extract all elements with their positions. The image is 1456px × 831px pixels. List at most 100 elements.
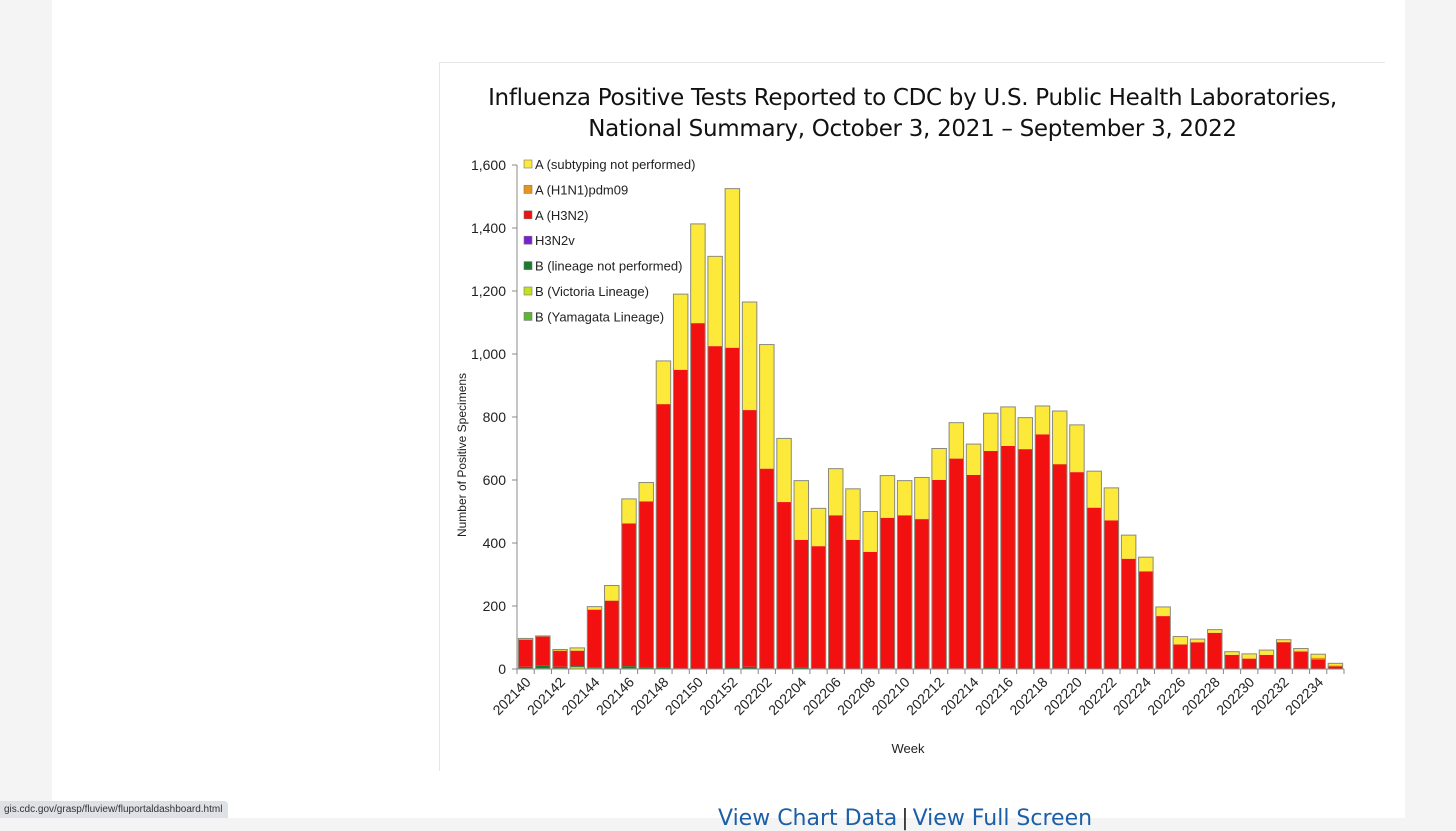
bar-segment-a-subtyping-not-performed — [656, 360, 671, 404]
bar-segment-a-h3n2 — [725, 347, 740, 669]
bar-segment-a-h1n1-pdm09 — [1173, 644, 1188, 645]
bar-segment-a-h3n2 — [1155, 616, 1171, 669]
bar-segment-a-subtyping-not-performed — [759, 344, 775, 469]
link-separator: | — [901, 806, 909, 831]
bar-segment-b-lineage-not-performed — [638, 667, 654, 669]
legend-label: A (H3N2) — [535, 208, 588, 223]
bar-segment-a-subtyping-not-performed — [1310, 654, 1326, 658]
view-full-screen-link[interactable]: View Full Screen — [912, 806, 1093, 831]
bar-segment-a-subtyping-not-performed — [1155, 606, 1171, 617]
bar-segment-a-h3n2 — [707, 346, 723, 669]
bar-segment-b-lineage-not-performed — [604, 668, 619, 669]
bar-segment-a-h3n2 — [759, 468, 775, 669]
bar-segment-a-h1n1-pdm09 — [1052, 463, 1067, 465]
bar-segment-b-lineage-not-performed — [570, 666, 585, 668]
chart-title-line-2: National Summary, October 3, 2021 – Sept… — [588, 116, 1237, 142]
bar-segment-a-h1n1-pdm09 — [914, 518, 930, 520]
bar-segment-a-h3n2 — [1104, 520, 1119, 669]
y-tick-label: 1,600 — [471, 157, 506, 173]
view-chart-data-link[interactable]: View Chart Data — [718, 806, 898, 831]
legend-label: H3N2v — [535, 233, 575, 248]
bar-segment-a-h3n2 — [1000, 445, 1016, 669]
bar-segment-a-subtyping-not-performed — [1276, 639, 1291, 642]
y-tick-label: 800 — [483, 409, 507, 425]
bar-segment-b-lineage-not-performed — [656, 667, 671, 669]
legend-swatch — [523, 159, 533, 169]
bar-segment-a-h3n2 — [1018, 449, 1033, 669]
bar-segment-a-h3n2 — [897, 515, 912, 669]
bar-segment-a-h3n2 — [1173, 644, 1188, 669]
bar-segment-a-h1n1-pdm09 — [656, 403, 671, 405]
bar-segment-a-subtyping-not-performed — [862, 511, 878, 552]
bar-segment-a-h3n2 — [1069, 472, 1085, 669]
legend-swatch — [523, 185, 533, 194]
bar-segment-a-subtyping-not-performed — [1052, 411, 1067, 464]
chart-title: Influenza Positive Tests Reported to CDC… — [440, 83, 1385, 145]
bar-segment-a-subtyping-not-performed — [1035, 405, 1050, 435]
bar-segment-a-subtyping-not-performed — [828, 468, 843, 516]
y-axis-label: Number of Positive Specimens — [455, 373, 469, 537]
bar-segment-a-subtyping-not-performed — [983, 413, 999, 452]
bar-segment-a-h3n2 — [966, 474, 981, 669]
bar-segment-a-h3n2 — [1328, 666, 1343, 669]
page-content: Influenza Positive Tests Reported to CDC… — [52, 0, 1405, 818]
bar-segment-a-h3n2 — [862, 551, 878, 669]
bar-segment-b-lineage-not-performed — [535, 665, 551, 669]
bar-segment-a-h3n2 — [1276, 642, 1291, 669]
bar-segment-a-h3n2 — [794, 539, 809, 668]
bar-segment-a-subtyping-not-performed — [1104, 487, 1119, 521]
bar-segment-a-h3n2 — [880, 517, 895, 669]
bar-segment-b-lineage-not-performed — [621, 666, 637, 669]
bar-segment-a-subtyping-not-performed — [725, 188, 740, 348]
bar-segment-a-h3n2 — [776, 502, 792, 669]
bar-segment-a-subtyping-not-performed — [1259, 650, 1274, 655]
bar-segment-a-subtyping-not-performed — [1138, 557, 1154, 572]
bar-segment-a-subtyping-not-performed — [776, 438, 792, 503]
bar-segment-b-lineage-not-performed — [587, 667, 602, 669]
bar-segment-a-h3n2 — [638, 501, 654, 668]
bar-segment-a-h3n2 — [931, 480, 947, 669]
bar-segment-a-subtyping-not-performed — [845, 488, 861, 540]
bar-segment-a-h3n2 — [811, 546, 826, 669]
legend-label: A (H1N1)pdm09 — [535, 182, 628, 197]
legend-swatch — [523, 235, 533, 245]
bar-segment-a-h3n2 — [535, 636, 551, 666]
y-tick-label: 1,000 — [471, 346, 506, 362]
bar-segment-a-subtyping-not-performed — [1224, 651, 1240, 655]
y-tick-label: 400 — [483, 535, 507, 551]
bar-segment-a-h3n2 — [1121, 558, 1136, 669]
bar-segment-a-subtyping-not-performed — [673, 294, 688, 370]
bar-segment-a-h3n2 — [518, 639, 533, 667]
legend-swatch — [523, 312, 533, 321]
x-axis-label: Week — [892, 741, 925, 756]
bar-segment-a-h3n2 — [1190, 642, 1205, 669]
bar-segment-a-h1n1-pdm09 — [570, 650, 585, 652]
bar-segment-a-subtyping-not-performed — [1242, 653, 1257, 659]
bar-segment-a-subtyping-not-performed — [587, 606, 602, 610]
bar-segment-a-h3n2 — [570, 650, 585, 667]
bar-segment-a-h3n2 — [1293, 651, 1309, 669]
legend-label: B (Yamagata Lineage) — [535, 309, 664, 324]
y-tick-label: 0 — [498, 661, 506, 677]
bar-segment-a-h3n2 — [983, 451, 999, 669]
bar-segment-a-h3n2 — [1035, 434, 1050, 669]
bar-segment-a-subtyping-not-performed — [742, 302, 757, 411]
bar-segment-a-h3n2 — [621, 523, 637, 667]
bar-segment-a-subtyping-not-performed — [811, 508, 826, 547]
y-tick-label: 1,400 — [471, 220, 506, 236]
chart-title-line-1: Influenza Positive Tests Reported to CDC… — [488, 85, 1337, 111]
chart-links: View Chart Data | View Full Screen — [718, 806, 1092, 831]
bar-segment-a-h3n2 — [949, 458, 964, 669]
bar-segment-a-h1n1-pdm09 — [1310, 657, 1326, 660]
bar-segment-a-h3n2 — [690, 323, 706, 669]
bar-segment-a-h1n1-pdm09 — [1276, 641, 1291, 643]
bar-segment-a-subtyping-not-performed — [707, 256, 723, 347]
bar-segment-a-subtyping-not-performed — [1328, 663, 1343, 666]
y-tick-label: 1,200 — [471, 283, 506, 299]
chart-panel: Influenza Positive Tests Reported to CDC… — [439, 62, 1385, 771]
bar-segment-a-h3n2 — [552, 650, 568, 667]
bar-segment-a-h1n1-pdm09 — [1293, 650, 1309, 652]
bar-segment-a-subtyping-not-performed — [949, 422, 964, 459]
bar-segment-a-subtyping-not-performed — [604, 585, 619, 601]
bar-segment-a-subtyping-not-performed — [1086, 471, 1102, 508]
